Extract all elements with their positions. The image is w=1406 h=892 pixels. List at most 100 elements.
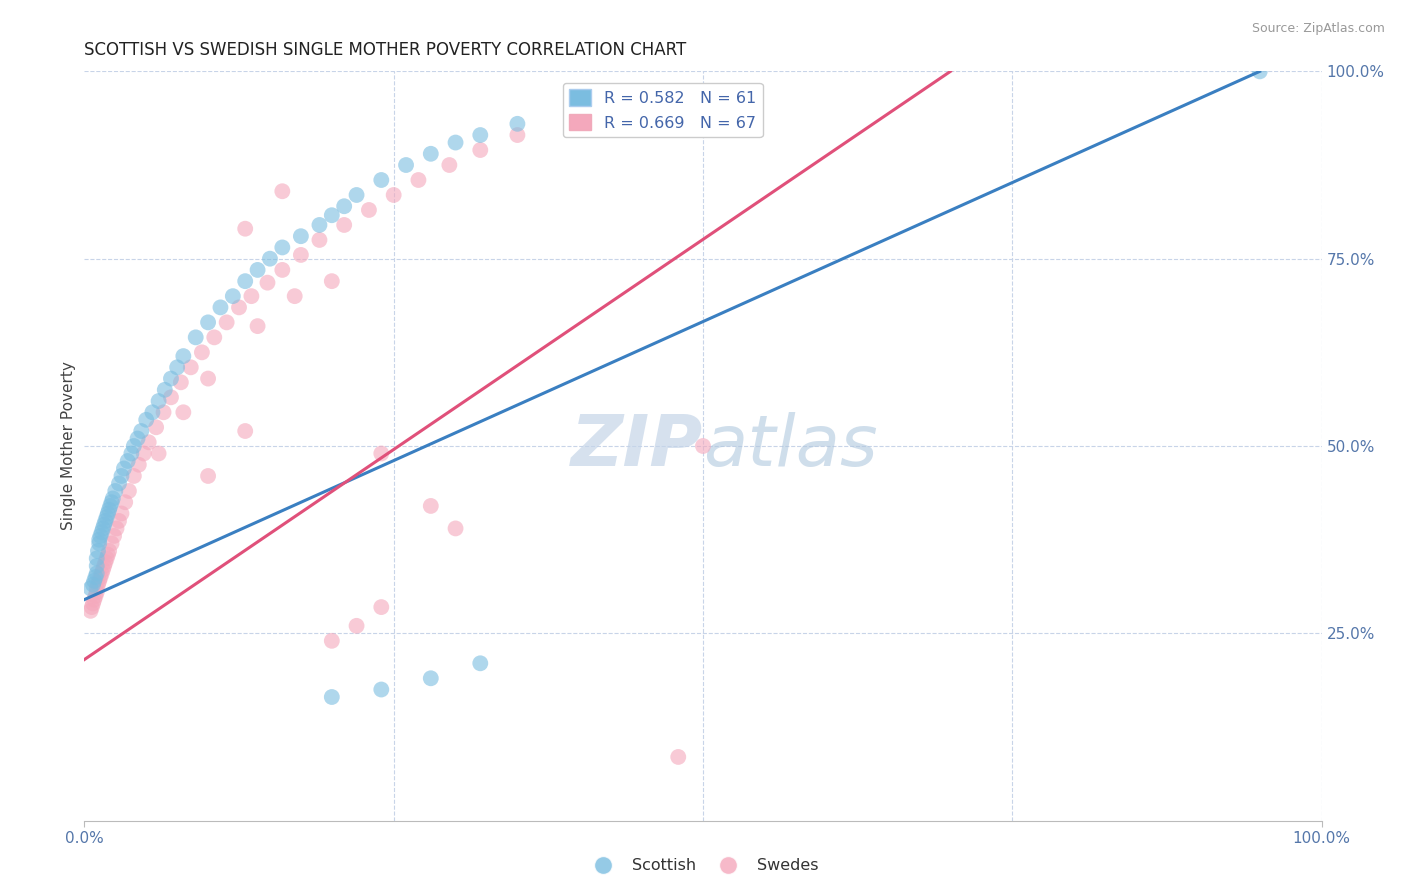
- Point: [439, 158, 461, 172]
- Point: [1249, 64, 1271, 78]
- Legend: R = 0.582   N = 61, R = 0.669   N = 67: R = 0.582 N = 61, R = 0.669 N = 67: [562, 83, 762, 137]
- Point: [259, 252, 281, 266]
- Point: [86, 566, 108, 581]
- Point: [382, 188, 405, 202]
- Point: [160, 390, 183, 404]
- Point: [141, 405, 163, 419]
- Point: [104, 483, 127, 498]
- Point: [87, 577, 110, 591]
- Point: [86, 585, 108, 599]
- Point: [233, 424, 256, 438]
- Point: [271, 184, 294, 198]
- Point: [166, 360, 188, 375]
- Point: [110, 469, 132, 483]
- Point: [308, 218, 330, 232]
- Point: [419, 671, 441, 685]
- Point: [86, 558, 108, 573]
- Point: [444, 136, 467, 150]
- Point: [105, 521, 128, 535]
- Point: [197, 469, 219, 483]
- Point: [215, 315, 238, 329]
- Point: [228, 301, 250, 315]
- Point: [233, 274, 256, 288]
- Point: [110, 507, 132, 521]
- Point: [89, 574, 111, 588]
- Point: [370, 446, 392, 460]
- Point: [160, 371, 183, 385]
- Point: [79, 604, 101, 618]
- Point: [308, 233, 330, 247]
- Point: [357, 202, 380, 217]
- Point: [127, 432, 149, 446]
- Point: [333, 199, 356, 213]
- Point: [271, 240, 294, 254]
- Point: [333, 218, 356, 232]
- Point: [129, 424, 152, 438]
- Point: [103, 529, 125, 543]
- Point: [82, 596, 104, 610]
- Point: [444, 521, 467, 535]
- Point: [84, 589, 107, 603]
- Point: [91, 521, 114, 535]
- Point: [114, 495, 136, 509]
- Point: [82, 577, 104, 591]
- Point: [94, 514, 117, 528]
- Point: [112, 461, 135, 475]
- Point: [321, 208, 343, 222]
- Legend: Scottish, Swedes: Scottish, Swedes: [581, 852, 825, 880]
- Point: [135, 413, 157, 427]
- Point: [148, 394, 170, 409]
- Point: [152, 405, 174, 419]
- Point: [370, 173, 392, 187]
- Point: [100, 536, 122, 550]
- Point: [118, 483, 141, 498]
- Point: [222, 289, 245, 303]
- Point: [97, 548, 120, 562]
- Point: [86, 551, 108, 566]
- Point: [191, 345, 214, 359]
- Point: [290, 229, 312, 244]
- Point: [246, 319, 269, 334]
- Point: [93, 517, 115, 532]
- Point: [470, 128, 492, 142]
- Point: [170, 376, 193, 390]
- Point: [202, 330, 225, 344]
- Point: [94, 555, 117, 569]
- Point: [470, 657, 492, 671]
- Point: [153, 383, 176, 397]
- Point: [108, 514, 131, 528]
- Text: SCOTTISH VS SWEDISH SINGLE MOTHER POVERTY CORRELATION CHART: SCOTTISH VS SWEDISH SINGLE MOTHER POVERT…: [84, 41, 686, 59]
- Point: [197, 371, 219, 385]
- Text: atlas: atlas: [703, 411, 877, 481]
- Text: Source: ZipAtlas.com: Source: ZipAtlas.com: [1251, 22, 1385, 36]
- Point: [108, 476, 131, 491]
- Point: [100, 495, 122, 509]
- Point: [346, 188, 368, 202]
- Point: [84, 570, 107, 584]
- Point: [96, 551, 118, 566]
- Point: [506, 117, 529, 131]
- Point: [128, 458, 150, 472]
- Point: [120, 446, 142, 460]
- Point: [184, 330, 207, 344]
- Point: [256, 276, 278, 290]
- Point: [90, 566, 112, 581]
- Point: [122, 439, 145, 453]
- Point: [98, 502, 121, 516]
- Point: [692, 439, 714, 453]
- Point: [321, 274, 343, 288]
- Point: [321, 633, 343, 648]
- Point: [83, 574, 105, 588]
- Point: [132, 446, 155, 460]
- Point: [98, 499, 121, 513]
- Point: [233, 221, 256, 235]
- Point: [145, 420, 167, 434]
- Point: [117, 454, 139, 468]
- Point: [370, 600, 392, 615]
- Point: [101, 491, 124, 506]
- Y-axis label: Single Mother Poverty: Single Mother Poverty: [60, 361, 76, 531]
- Point: [346, 619, 368, 633]
- Point: [666, 750, 689, 764]
- Point: [172, 405, 194, 419]
- Point: [197, 315, 219, 329]
